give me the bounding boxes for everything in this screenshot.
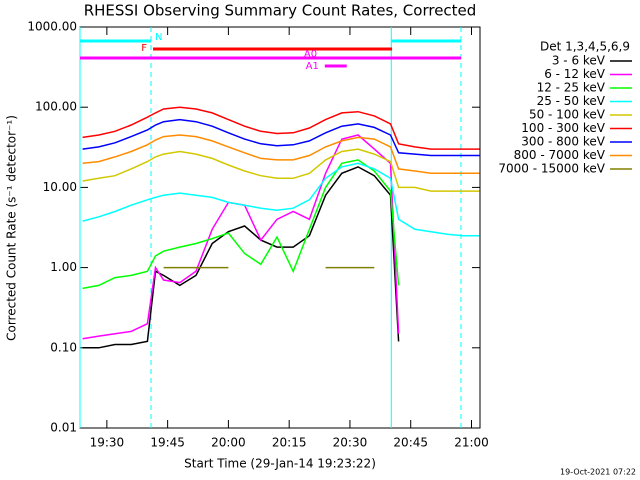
legend-label: 100 - 300 keV: [521, 121, 605, 135]
y-tick-label: 10.00: [43, 180, 77, 194]
series-line: [82, 148, 480, 192]
legend-label: 50 - 100 keV: [529, 108, 606, 122]
flag-label: F: [141, 43, 147, 54]
y-tick-label: 0.10: [50, 340, 77, 354]
series-line: [82, 118, 480, 157]
x-tick-label: 20:00: [211, 436, 246, 450]
flag-label: A0: [304, 49, 317, 60]
series-line: [82, 159, 400, 290]
chart-title: RHESSI Observing Summary Count Rates, Co…: [84, 2, 477, 20]
x-tick-label: 19:45: [150, 436, 185, 450]
x-axis-label: Start Time (29-Jan-14 19:23:22): [184, 457, 376, 471]
series-line: [82, 166, 400, 349]
legend-title: Det 1,3,4,5,6,9: [540, 40, 630, 54]
legend-label: 300 - 800 keV: [521, 135, 605, 149]
x-tick-label: 19:30: [90, 436, 125, 450]
legend-label: 12 - 25 keV: [537, 81, 606, 95]
legend-label: 3 - 6 keV: [552, 54, 606, 68]
y-axis-label: Corrected Count Rate (s⁻¹ detector⁻¹): [5, 115, 19, 341]
footer-date: 19-Oct-2021 07:22: [560, 468, 636, 477]
legend-label: 25 - 50 keV: [537, 94, 606, 108]
x-tick-label: 20:15: [272, 436, 307, 450]
flag-label: N: [155, 32, 162, 43]
legend-label: 6 - 12 keV: [544, 67, 606, 81]
legend-label: 800 - 7000 keV: [514, 148, 606, 162]
y-tick-label: 1000.00: [27, 20, 77, 34]
y-tick-label: 0.01: [50, 421, 77, 435]
legend-label: 7000 - 15000 keV: [498, 162, 605, 176]
flag-label: A1: [306, 61, 319, 72]
series-line: [82, 134, 480, 175]
x-tick-label: 21:00: [454, 436, 489, 450]
x-tick-label: 20:30: [333, 436, 368, 450]
x-tick-label: 20:45: [393, 436, 428, 450]
y-tick-label: 1.00: [50, 260, 77, 274]
y-tick-label: 100.00: [35, 100, 77, 114]
series-line: [82, 162, 480, 237]
series-line: [82, 106, 480, 150]
